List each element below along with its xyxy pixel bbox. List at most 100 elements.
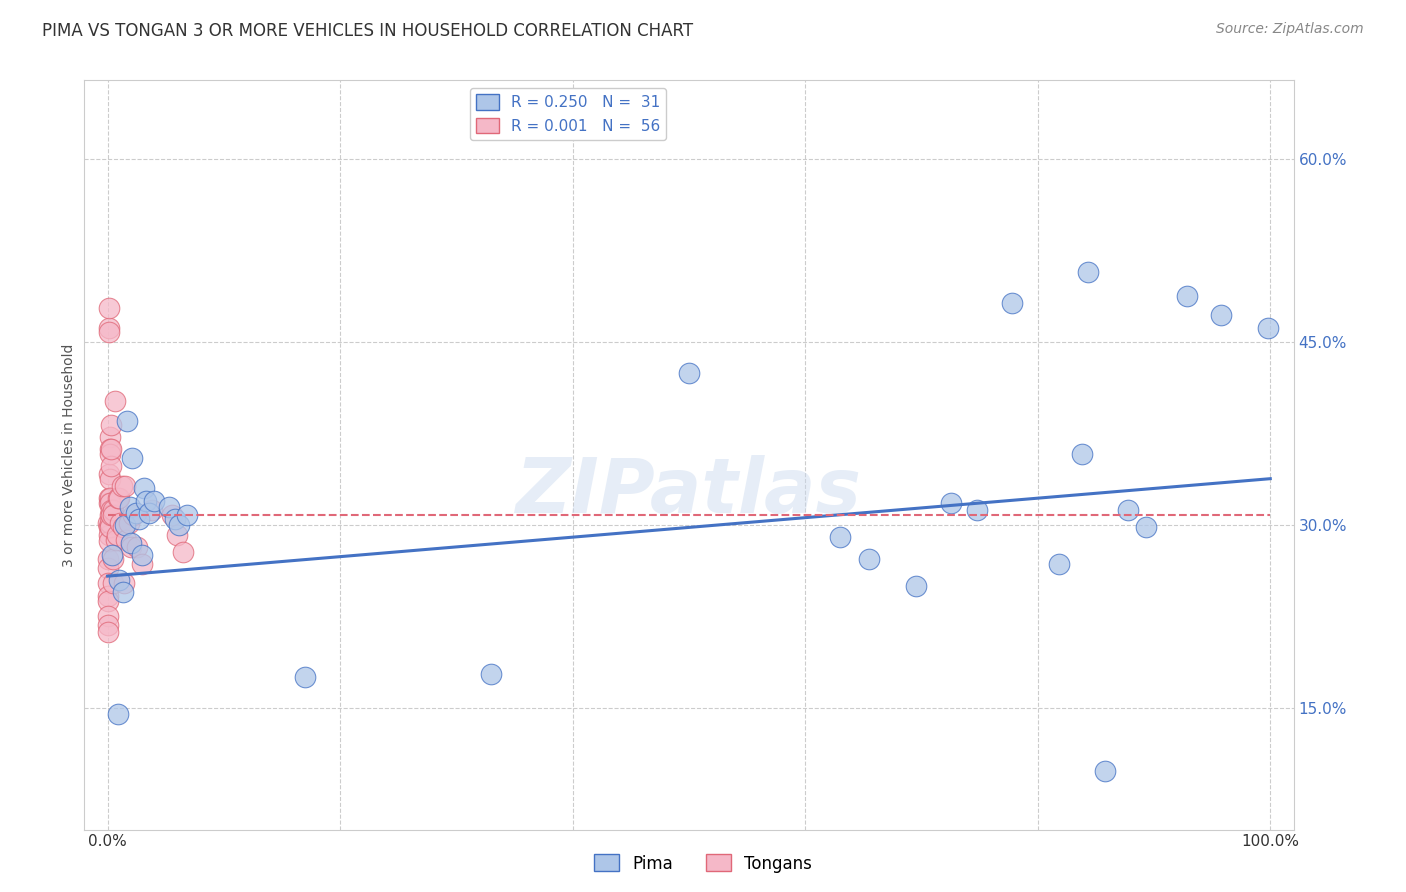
Point <box>135 493 157 508</box>
Point <box>97 527 120 541</box>
Point <box>97 520 120 534</box>
Point <box>1118 503 1140 517</box>
Point <box>114 518 136 533</box>
Point <box>98 442 121 457</box>
Point <box>98 447 121 461</box>
Point <box>128 512 150 526</box>
Point <box>858 552 880 566</box>
Point <box>966 503 988 517</box>
Point <box>100 508 122 523</box>
Point <box>132 482 155 496</box>
Point <box>100 459 122 474</box>
Point <box>112 576 135 591</box>
Point <box>1077 264 1099 278</box>
Point <box>110 516 132 530</box>
Point <box>131 549 153 563</box>
Point <box>1047 557 1070 571</box>
Point <box>166 527 188 541</box>
Point <box>97 589 120 603</box>
Y-axis label: 3 or more Vehicles in Household: 3 or more Vehicles in Household <box>62 343 76 566</box>
Point <box>141 503 163 517</box>
Point <box>97 560 120 574</box>
Point <box>114 479 136 493</box>
Point <box>111 585 134 599</box>
Point <box>97 467 120 481</box>
Point <box>143 493 166 508</box>
Point <box>160 508 183 523</box>
Point <box>122 508 145 523</box>
Point <box>678 366 700 380</box>
Point <box>97 491 120 505</box>
Point <box>103 552 125 566</box>
Point <box>108 573 131 587</box>
Point <box>1211 309 1233 323</box>
Point <box>97 625 120 640</box>
Point <box>103 576 125 591</box>
Legend: Pima, Tongans: Pima, Tongans <box>588 847 818 880</box>
Point <box>97 609 120 624</box>
Text: Source: ZipAtlas.com: Source: ZipAtlas.com <box>1216 22 1364 37</box>
Point <box>830 530 852 544</box>
Point <box>98 516 121 530</box>
Point <box>98 496 121 510</box>
Point <box>98 508 121 523</box>
Text: ZIPatlas: ZIPatlas <box>516 456 862 529</box>
Point <box>98 472 121 486</box>
Point <box>97 301 120 315</box>
Point <box>97 576 120 591</box>
Point <box>176 508 198 523</box>
Point <box>479 666 502 681</box>
Point <box>108 491 131 505</box>
Point <box>117 516 139 530</box>
Point <box>103 508 125 523</box>
Point <box>97 552 120 566</box>
Point <box>100 503 122 517</box>
Point <box>98 520 121 534</box>
Point <box>97 618 120 632</box>
Point <box>103 503 125 517</box>
Point <box>100 442 122 457</box>
Point <box>107 706 129 721</box>
Point <box>131 557 153 571</box>
Point <box>1071 447 1094 461</box>
Point <box>1001 296 1024 310</box>
Point <box>104 533 127 547</box>
Point <box>294 670 316 684</box>
Point <box>101 549 124 563</box>
Point <box>1175 289 1198 303</box>
Point <box>165 512 187 526</box>
Point <box>1094 764 1116 778</box>
Point <box>97 593 120 607</box>
Point <box>97 516 120 530</box>
Point <box>120 540 142 554</box>
Point <box>157 500 180 514</box>
Point <box>138 506 160 520</box>
Point <box>97 320 120 334</box>
Point <box>115 533 138 547</box>
Point <box>100 418 122 433</box>
Point <box>172 545 194 559</box>
Point <box>111 520 134 534</box>
Legend: R = 0.250   N =  31, R = 0.001   N =  56: R = 0.250 N = 31, R = 0.001 N = 56 <box>470 88 666 140</box>
Point <box>125 540 148 554</box>
Point <box>104 393 127 408</box>
Point <box>107 491 129 505</box>
Point <box>1257 320 1279 334</box>
Point <box>105 527 128 541</box>
Point <box>939 496 962 510</box>
Point <box>98 430 121 444</box>
Point <box>97 326 120 340</box>
Point <box>97 496 120 510</box>
Point <box>124 506 146 520</box>
Point <box>110 479 132 493</box>
Point <box>117 414 139 428</box>
Point <box>97 533 120 548</box>
Point <box>904 579 927 593</box>
Point <box>98 491 121 505</box>
Text: PIMA VS TONGAN 3 OR MORE VEHICLES IN HOUSEHOLD CORRELATION CHART: PIMA VS TONGAN 3 OR MORE VEHICLES IN HOU… <box>42 22 693 40</box>
Point <box>118 500 141 514</box>
Point <box>1135 520 1157 534</box>
Point <box>120 536 142 550</box>
Point <box>167 518 190 533</box>
Point <box>121 450 143 465</box>
